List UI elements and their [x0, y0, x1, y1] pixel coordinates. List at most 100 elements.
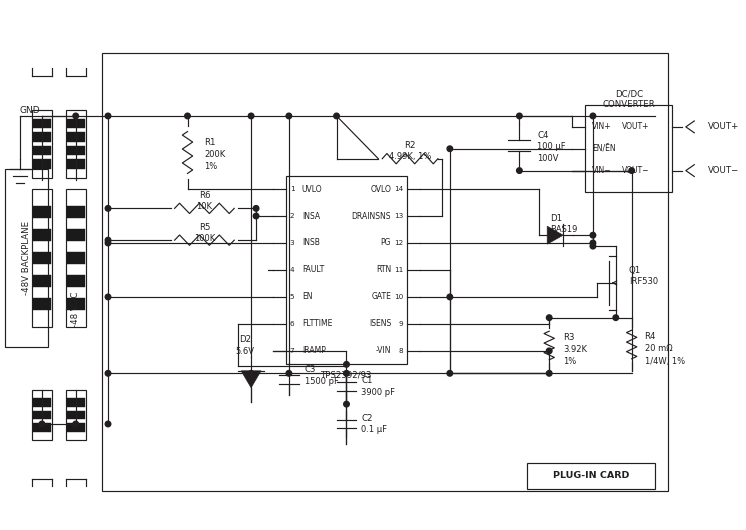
Circle shape: [248, 370, 254, 376]
Circle shape: [517, 113, 522, 119]
Text: BAS19: BAS19: [551, 225, 577, 234]
Circle shape: [105, 240, 111, 246]
Text: DC/DC: DC/DC: [615, 90, 643, 99]
Circle shape: [590, 113, 596, 119]
Circle shape: [248, 113, 254, 119]
Text: C4: C4: [537, 131, 549, 140]
Circle shape: [546, 370, 552, 376]
Text: R5: R5: [198, 223, 210, 232]
Circle shape: [286, 113, 292, 119]
Bar: [527, 463, 654, 489]
Circle shape: [517, 168, 522, 173]
Text: OVLO: OVLO: [370, 184, 391, 193]
Text: 3900 pF: 3900 pF: [361, 387, 395, 396]
Bar: [66, 229, 85, 241]
Bar: [66, 275, 85, 287]
Circle shape: [546, 348, 552, 354]
Text: R6: R6: [198, 191, 210, 200]
Bar: [33, 275, 51, 287]
Text: 3: 3: [290, 240, 295, 246]
Bar: [33, 160, 51, 169]
Text: C1: C1: [361, 376, 373, 385]
Bar: [286, 175, 407, 364]
Text: 5: 5: [290, 294, 295, 300]
Circle shape: [590, 240, 596, 246]
Bar: [66, 297, 85, 310]
Bar: [33, 297, 51, 310]
Text: C3: C3: [305, 365, 316, 374]
Circle shape: [254, 206, 259, 211]
Text: 5.6V: 5.6V: [236, 347, 254, 356]
Text: 0.1 μF: 0.1 μF: [361, 426, 387, 435]
Text: RTN: RTN: [376, 266, 391, 275]
Bar: [66, 119, 85, 128]
Circle shape: [73, 421, 78, 427]
Circle shape: [333, 113, 339, 119]
Circle shape: [344, 370, 349, 376]
Text: -48 VDC: -48 VDC: [71, 292, 81, 328]
Circle shape: [105, 206, 111, 211]
Circle shape: [629, 168, 634, 173]
Text: CONVERTER: CONVERTER: [602, 100, 655, 109]
Text: R3: R3: [563, 333, 574, 342]
Text: 1%: 1%: [204, 162, 218, 171]
Text: UVLO: UVLO: [302, 184, 322, 193]
Text: FAULT: FAULT: [302, 266, 324, 275]
Text: INSB: INSB: [302, 238, 319, 248]
Circle shape: [105, 294, 111, 300]
Text: EN: EN: [302, 293, 313, 302]
Bar: [66, 423, 85, 431]
Text: 100 μF: 100 μF: [537, 142, 566, 151]
Bar: [33, 252, 51, 264]
Bar: [33, 399, 51, 407]
Text: 20 mΩ: 20 mΩ: [645, 344, 672, 353]
Circle shape: [254, 213, 259, 219]
Text: D2: D2: [239, 335, 251, 344]
Text: 3.92K: 3.92K: [563, 345, 587, 354]
Text: DRAINSNS: DRAINSNS: [351, 211, 391, 220]
Text: -VIN: -VIN: [376, 347, 391, 356]
Text: VOUT−: VOUT−: [622, 166, 650, 175]
Text: -48V BACKPLANE: -48V BACKPLANE: [22, 221, 31, 295]
Bar: [102, 54, 668, 491]
Bar: [33, 423, 51, 431]
Text: VIN−: VIN−: [592, 166, 612, 175]
Text: 4: 4: [290, 267, 295, 273]
Bar: [66, 190, 86, 326]
Text: 200K: 200K: [204, 150, 225, 159]
Text: PG: PG: [380, 238, 391, 248]
Text: 14: 14: [394, 186, 403, 192]
Circle shape: [39, 421, 45, 427]
Bar: [66, 132, 85, 142]
Text: IRF530: IRF530: [629, 277, 658, 286]
Text: 1%: 1%: [563, 357, 577, 366]
Text: D1: D1: [551, 214, 562, 223]
Text: GND: GND: [19, 107, 40, 116]
Circle shape: [73, 113, 78, 119]
Text: PLUG-IN CARD: PLUG-IN CARD: [553, 471, 629, 480]
Text: 1500 pF: 1500 pF: [305, 377, 339, 386]
Bar: [66, 252, 85, 264]
Text: VOUT+: VOUT+: [708, 122, 739, 131]
Bar: [33, 411, 51, 419]
Circle shape: [447, 146, 453, 152]
Circle shape: [447, 370, 453, 376]
Text: GATE: GATE: [372, 293, 391, 302]
Circle shape: [105, 113, 111, 119]
Circle shape: [286, 370, 292, 376]
Polygon shape: [548, 226, 563, 244]
Circle shape: [105, 421, 111, 427]
Text: 7: 7: [290, 348, 295, 354]
Text: 100K: 100K: [194, 234, 215, 243]
Bar: [33, 146, 51, 155]
Bar: [33, 119, 51, 128]
Bar: [4, 169, 48, 348]
Circle shape: [447, 294, 453, 300]
Bar: [33, 229, 51, 241]
Text: R2: R2: [404, 142, 416, 151]
Text: EN/ĒN: EN/ĒN: [592, 144, 615, 153]
Text: 13: 13: [394, 213, 403, 219]
Text: 1/4W, 1%: 1/4W, 1%: [645, 357, 685, 366]
Bar: [585, 105, 672, 192]
Circle shape: [344, 401, 349, 407]
